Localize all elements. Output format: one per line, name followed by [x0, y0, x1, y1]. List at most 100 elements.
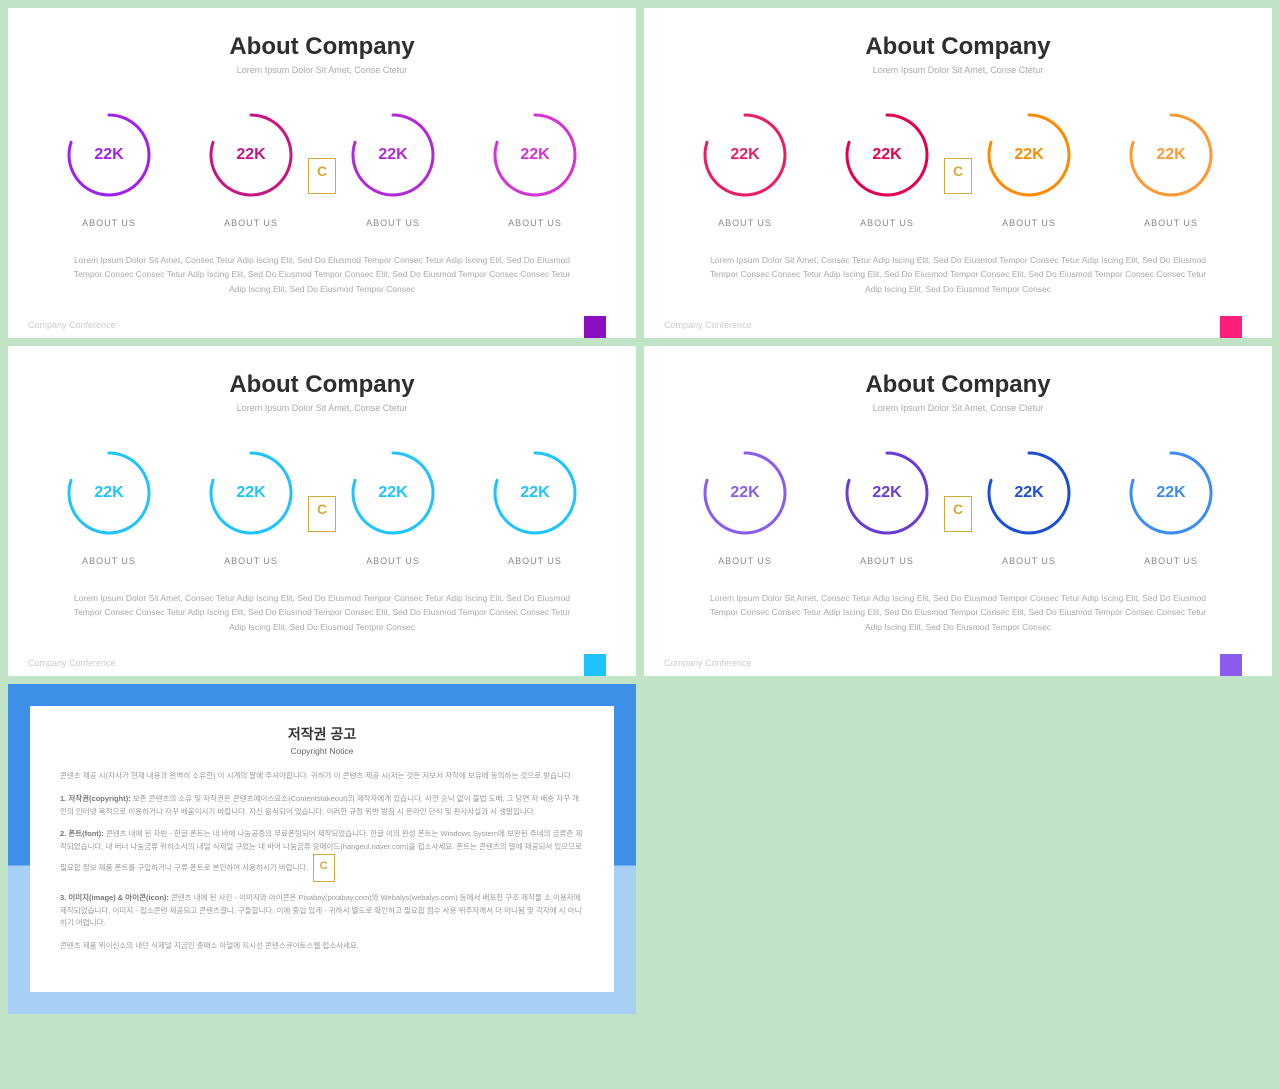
ring-column: 22K ABOUT US — [49, 448, 169, 566]
notice-p4: 콘텐츠 제품 위이신소의 내던 식제덜 지금인 종매소 아덜에 지시선 콘텐스큐… — [60, 940, 584, 953]
ring-value: 22K — [378, 146, 407, 164]
company-slide: About Company Lorem Ipsum Dolor Sit Amet… — [8, 346, 636, 676]
rings-row: 22K ABOUT US 22K ABOUT US 22K — [28, 110, 616, 228]
notice-subtitle: Copyright Notice — [60, 746, 584, 756]
ring-label: ABOUT US — [1111, 218, 1231, 228]
accent-square — [1220, 654, 1242, 676]
slide-paragraph: Lorem Ipsum Dolor Sit Amet, Consec Tetur… — [28, 253, 616, 296]
ring-label: ABOUT US — [475, 218, 595, 228]
notice-p1: 1. 저작권(copyright): 보존 콘텐츠의 소유 및 저작권은 콘텐츠… — [60, 793, 584, 819]
company-slide: About Company Lorem Ipsum Dolor Sit Amet… — [644, 346, 1272, 676]
accent-square — [584, 316, 606, 338]
slide-title: About Company — [28, 33, 616, 61]
ring-label: ABOUT US — [969, 556, 1089, 566]
ring-value: 22K — [1014, 146, 1043, 164]
ring-value: 22K — [1156, 146, 1185, 164]
ring-label: ABOUT US — [827, 218, 947, 228]
progress-ring: 22K — [700, 448, 790, 538]
slide-paragraph: Lorem Ipsum Dolor Sit Amet, Consec Tetur… — [664, 591, 1252, 634]
ring-label: ABOUT US — [475, 556, 595, 566]
ring-column: 22K ABOUT US — [191, 448, 311, 566]
progress-ring: 22K — [842, 110, 932, 200]
ring-column: 22K ABOUT US — [49, 110, 169, 228]
progress-ring: 22K — [490, 448, 580, 538]
ring-label: ABOUT US — [191, 556, 311, 566]
company-slide: About Company Lorem Ipsum Dolor Sit Amet… — [644, 8, 1272, 338]
ring-value: 22K — [1014, 484, 1043, 502]
ring-label: ABOUT US — [191, 218, 311, 228]
rings-row: 22K ABOUT US 22K ABOUT US 22K — [664, 110, 1252, 228]
ring-value: 22K — [94, 484, 123, 502]
ring-value: 22K — [872, 146, 901, 164]
progress-ring: 22K — [206, 110, 296, 200]
ring-label: ABOUT US — [685, 556, 805, 566]
accent-square — [584, 654, 606, 676]
ring-column: 22K ABOUT US — [333, 448, 453, 566]
logo-icon: C — [944, 496, 972, 532]
slide-title: About Company — [664, 371, 1252, 399]
ring-column: 22K ABOUT US — [1111, 110, 1231, 228]
ring-value: 22K — [520, 146, 549, 164]
slide-subtitle: Lorem Ipsum Dolor Sit Amet, Conse Ctetur — [28, 403, 616, 413]
rings-row: 22K ABOUT US 22K ABOUT US 22K — [28, 448, 616, 566]
ring-value: 22K — [730, 484, 759, 502]
progress-ring: 22K — [984, 448, 1074, 538]
progress-ring: 22K — [348, 448, 438, 538]
ring-column: 22K ABOUT US — [191, 110, 311, 228]
ring-value: 22K — [1156, 484, 1185, 502]
ring-label: ABOUT US — [827, 556, 947, 566]
progress-ring: 22K — [842, 448, 932, 538]
ring-label: ABOUT US — [49, 556, 169, 566]
logo-icon: C — [308, 158, 336, 194]
slide-subtitle: Lorem Ipsum Dolor Sit Amet, Conse Ctetur — [664, 403, 1252, 413]
notice-p3: 3. 이미지(image) & 아이콘(icon): 콘텐츠 내에 된 사진 -… — [60, 892, 584, 930]
ring-value: 22K — [378, 484, 407, 502]
ring-column: 22K ABOUT US — [475, 110, 595, 228]
slide-footer: Company Conference — [664, 320, 752, 330]
ring-value: 22K — [236, 484, 265, 502]
ring-column: 22K ABOUT US — [969, 448, 1089, 566]
company-slide: About Company Lorem Ipsum Dolor Sit Amet… — [8, 8, 636, 338]
rings-row: 22K ABOUT US 22K ABOUT US 22K — [664, 448, 1252, 566]
slide-footer: Company Conference — [28, 320, 116, 330]
ring-value: 22K — [872, 484, 901, 502]
progress-ring: 22K — [64, 110, 154, 200]
progress-ring: 22K — [64, 448, 154, 538]
ring-column: 22K ABOUT US — [827, 448, 947, 566]
ring-column: 22K ABOUT US — [969, 110, 1089, 228]
slide-footer: Company Conference — [28, 658, 116, 668]
logo-icon: C — [308, 496, 336, 532]
progress-ring: 22K — [206, 448, 296, 538]
slide-subtitle: Lorem Ipsum Dolor Sit Amet, Conse Ctetur — [28, 65, 616, 75]
slide-title: About Company — [664, 33, 1252, 61]
notice-p0: 콘텐츠 제공 시(자사가 현재 내용과 완벽히 소유한) 이 시계의 말에 주셔… — [60, 770, 584, 783]
ring-label: ABOUT US — [333, 218, 453, 228]
notice-title: 저작권 공고 — [60, 724, 584, 744]
ring-value: 22K — [94, 146, 123, 164]
ring-value: 22K — [730, 146, 759, 164]
progress-ring: 22K — [490, 110, 580, 200]
slide-title: About Company — [28, 371, 616, 399]
logo-icon: C — [944, 158, 972, 194]
ring-column: 22K ABOUT US — [685, 448, 805, 566]
ring-column: 22K ABOUT US — [685, 110, 805, 228]
slide-paragraph: Lorem Ipsum Dolor Sit Amet, Consec Tetur… — [28, 591, 616, 634]
ring-label: ABOUT US — [685, 218, 805, 228]
progress-ring: 22K — [700, 110, 790, 200]
progress-ring: 22K — [1126, 110, 1216, 200]
accent-square — [1220, 316, 1242, 338]
progress-ring: 22K — [348, 110, 438, 200]
copyright-notice-slide: 저작권 공고 Copyright Notice 콘텐츠 제공 시(자사가 현재 … — [8, 684, 636, 1014]
ring-label: ABOUT US — [1111, 556, 1231, 566]
ring-value: 22K — [520, 484, 549, 502]
ring-label: ABOUT US — [969, 218, 1089, 228]
ring-column: 22K ABOUT US — [1111, 448, 1231, 566]
notice-p2: 2. 폰트(font): 콘텐츠 내에 된 자빈 - 한글 폰트는 내 바에 나… — [60, 828, 584, 882]
notice-body: 콘텐츠 제공 시(자사가 현재 내용과 완벽히 소유한) 이 시계의 말에 주셔… — [60, 770, 584, 953]
slide-subtitle: Lorem Ipsum Dolor Sit Amet, Conse Ctetur — [664, 65, 1252, 75]
slide-footer: Company Conference — [664, 658, 752, 668]
ring-label: ABOUT US — [333, 556, 453, 566]
ring-value: 22K — [236, 146, 265, 164]
progress-ring: 22K — [1126, 448, 1216, 538]
ring-column: 22K ABOUT US — [827, 110, 947, 228]
